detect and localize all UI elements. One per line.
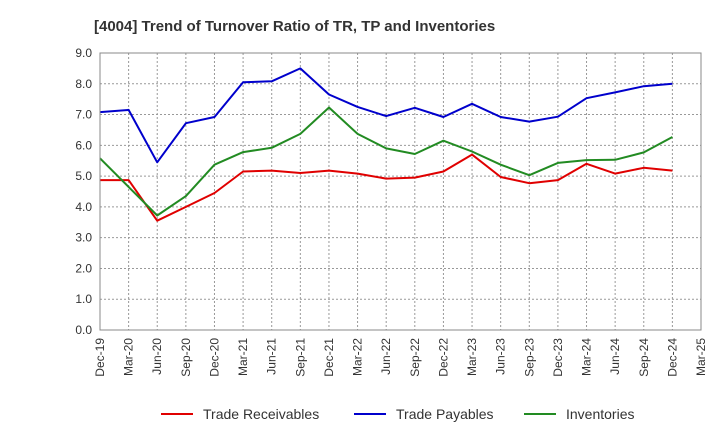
y-tick-label: 9.0 — [75, 46, 92, 60]
y-tick-label: 1.0 — [75, 292, 92, 306]
series-lines — [99, 67, 673, 222]
legend-item: Trade Payables — [354, 406, 494, 422]
y-axis-ticks: 0.0 1.0 2.0 3.0 4.0 5.0 6.0 7.0 8.0 9.0 — [75, 46, 92, 337]
legend-item: Inventories — [524, 406, 634, 422]
x-tick-label: Jun-21 — [265, 338, 279, 375]
y-tick-label: 2.0 — [75, 261, 92, 275]
grid-lines — [100, 53, 701, 330]
x-tick-label: Dec-22 — [436, 338, 450, 377]
x-tick-label: Jun-20 — [150, 338, 164, 375]
x-tick-label: Mar-20 — [122, 338, 136, 376]
x-tick-label: Sep-23 — [522, 338, 536, 377]
y-tick-label: 4.0 — [75, 200, 92, 214]
legend-label: Trade Payables — [396, 406, 494, 422]
x-tick-label: Dec-21 — [322, 338, 336, 377]
x-tick-label: Mar-25 — [694, 338, 708, 376]
legend: Trade Receivables Trade Payables Inventori… — [161, 406, 634, 422]
x-tick-label: Sep-21 — [293, 338, 307, 377]
x-tick-label: Mar-24 — [580, 338, 594, 376]
x-tick-label: Sep-24 — [637, 338, 651, 377]
y-tick-label: 5.0 — [75, 169, 92, 183]
y-tick-label: 3.0 — [75, 231, 92, 245]
x-tick-label: Mar-23 — [465, 338, 479, 376]
y-tick-label: 7.0 — [75, 108, 92, 122]
x-tick-label: Jun-22 — [379, 338, 393, 375]
x-axis-ticks: Dec-19 Mar-20 Jun-20 Sep-20 Dec-20 Mar-21 Jun-… — [93, 338, 708, 377]
series-line-inventories — [99, 106, 673, 217]
x-tick-label: Dec-24 — [665, 338, 679, 377]
legend-item: Trade Receivables — [161, 406, 319, 422]
y-tick-label: 8.0 — [75, 77, 92, 91]
x-tick-label: Mar-21 — [236, 338, 250, 376]
plot-frame — [99, 52, 702, 331]
x-tick-label: Dec-20 — [207, 338, 221, 377]
y-tick-label: 0.0 — [75, 323, 92, 337]
legend-label: Inventories — [566, 406, 634, 422]
legend-label: Trade Receivables — [203, 406, 319, 422]
x-tick-label: Dec-23 — [551, 338, 565, 377]
x-tick-label: Dec-19 — [93, 338, 107, 377]
x-tick-label: Sep-20 — [179, 338, 193, 377]
series-line-trade-receivables — [100, 153, 673, 222]
x-tick-label: Jun-23 — [494, 338, 508, 375]
series-line-trade-payables — [99, 67, 673, 164]
chart-title: [4004] Trend of Turnover Ratio of TR, TP… — [94, 18, 495, 35]
x-tick-label: Mar-22 — [351, 338, 365, 376]
x-tick-label: Jun-24 — [608, 338, 622, 375]
x-tick-label: Sep-22 — [408, 338, 422, 377]
y-tick-label: 6.0 — [75, 138, 92, 152]
